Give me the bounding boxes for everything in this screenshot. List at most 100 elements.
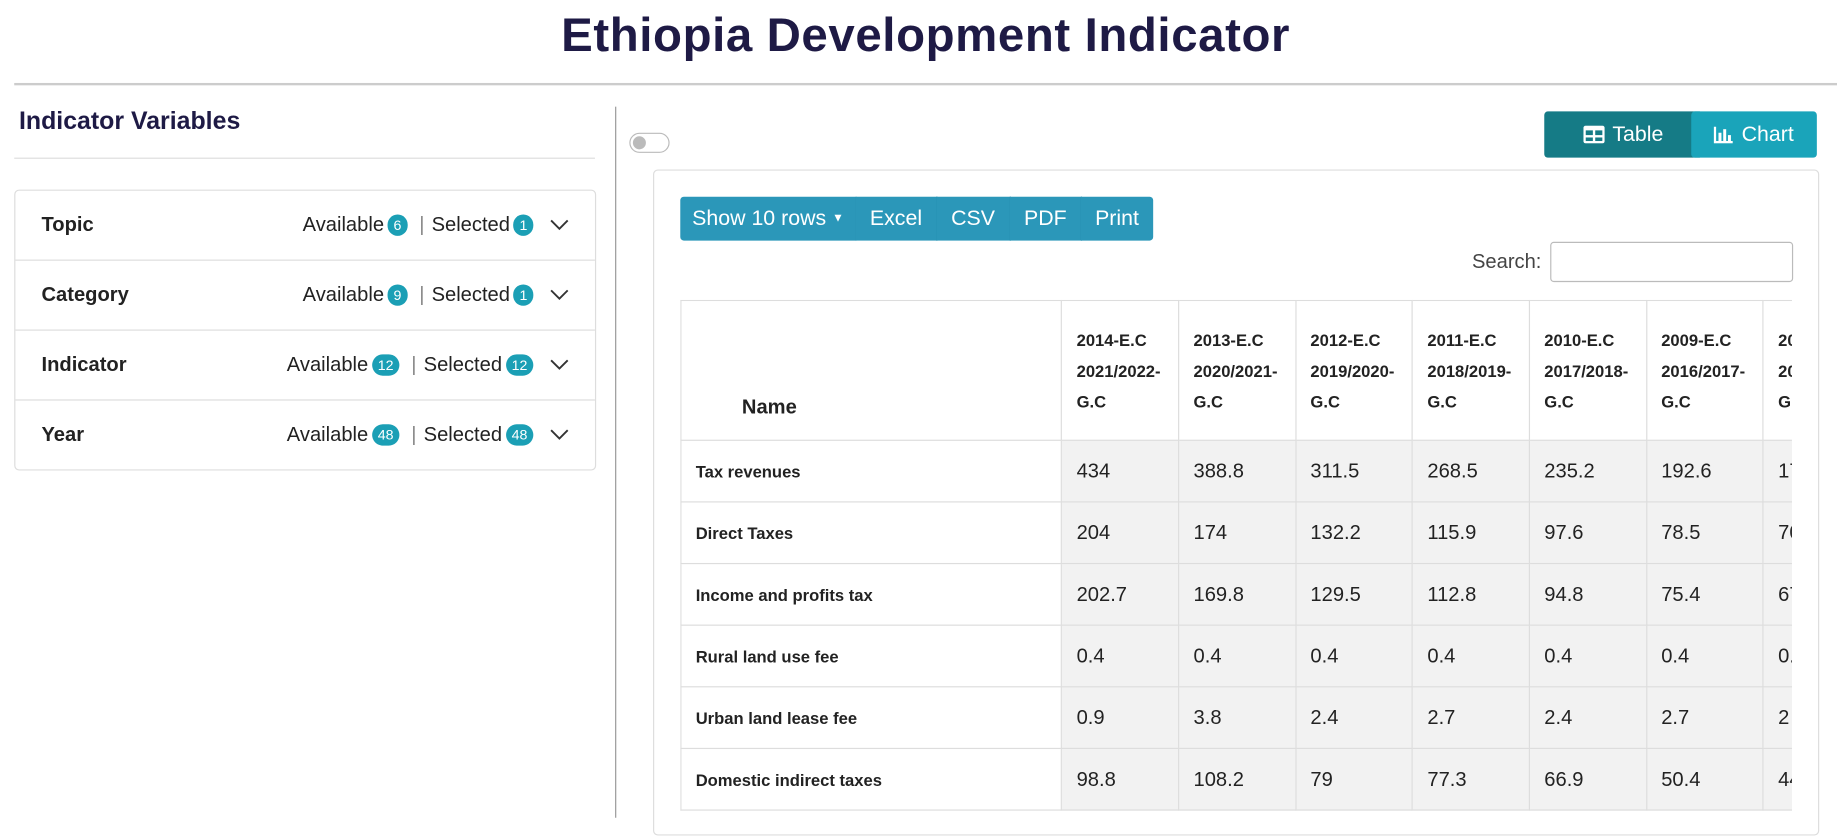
cell-value: 311.5 [1295,439,1414,503]
toolbar-button[interactable]: CSV [936,196,1011,241]
cell-value: 169.8 [1178,562,1297,626]
cell-value: 98.8 [1061,747,1180,811]
cell-value: 268.5 [1411,439,1531,503]
cell-value: 0.4 [1762,624,1792,688]
column-header[interactable]: Name [680,299,1063,441]
toolbar-button[interactable]: Print [1080,196,1154,241]
table-button[interactable]: Table [1544,111,1704,158]
cell-value: 3.8 [1178,686,1297,750]
cell-value: 434 [1061,439,1180,503]
filter-label: Category [41,283,129,306]
available-label: Available [302,283,385,306]
chart-button[interactable]: Chart [1691,111,1817,158]
caret: ▼ [832,212,844,226]
chevron[interactable] [550,429,569,441]
cell-value: 2.4 [1528,686,1647,750]
chevron[interactable] [550,359,569,371]
button-label: Show 10 rows [692,206,827,230]
toolbar-button[interactable]: Show 10 rows ▼ [680,196,857,241]
table-viewport: Name 2014-E.C 2021/2022-G.C 2013-E.C 2020/… [680,299,1792,821]
cell-value: 0.4 [1411,624,1531,688]
row-name: Rural land use fee [680,624,1063,688]
cell-value: 0.4 [1295,624,1414,688]
cell-value: 115.9 [1411,501,1531,565]
cell-value: 235.2 [1528,439,1647,503]
filter-label: Topic [41,213,94,236]
cell-value: 50.4 [1645,747,1764,811]
table-icon [1583,125,1606,144]
cell-value: 2 [1762,686,1792,750]
cell-value: 75.4 [1645,562,1764,626]
row-name: Urban land lease fee [680,686,1063,750]
selected-count: 1 [513,214,534,236]
column-header[interactable]: 2010-E.C 2017/2018-G.C [1528,299,1647,441]
filter-panel: Topic Available 6 | Selected 1 Category Availab… [14,189,597,471]
cell-value: 0.4 [1061,624,1180,688]
chevron[interactable] [550,219,569,231]
row-name: Tax revenues [680,439,1063,503]
cell-value: 204 [1061,501,1180,565]
button-label: Table [1612,122,1664,146]
cell-value: 174 [1178,501,1297,565]
cell-value: 2.4 [1295,686,1414,750]
page-title: Ethiopia Development Indicator [561,9,1291,62]
cell-value: 67.7 [1762,562,1792,626]
cell-value: 44.9 [1762,747,1792,811]
separator: | [411,423,417,446]
filter-row[interactable]: Category Available 9 | Selected 1 [15,261,595,331]
column-header[interactable]: 2013-E.C 2020/2021-G.C [1178,299,1297,441]
selected-label: Selected [423,423,503,446]
separator: | [419,283,425,306]
table-row: Income and profits tax 202.7 169.8 129.5 112… [680,562,1792,626]
separator: | [411,353,417,376]
divider [615,106,617,818]
column-header[interactable]: 2012-E.C 2019/2020-G.C [1295,299,1414,441]
filter-row[interactable]: Indicator Available 12 | Selected 12 [15,331,595,401]
available-count: 48 [371,424,400,446]
column-header[interactable]: 2009-E.C 2016/2017-G.C [1645,299,1764,441]
cell-value: 79 [1295,747,1414,811]
available-label: Available [286,353,369,376]
cell-value: 112.8 [1411,562,1531,626]
cell-value: 94.8 [1528,562,1647,626]
page: Ethiopia Development Indicator Indicator… [14,9,1837,836]
button-label: Chart [1741,122,1794,146]
row-name: Direct Taxes [680,501,1063,565]
toolbar-button[interactable]: Excel [855,196,938,241]
toolbar-button[interactable]: PDF [1009,196,1083,241]
column-header[interactable]: 2008-E.C 2015/2016-G.C [1762,299,1792,441]
row-name: Income and profits tax [680,562,1063,626]
separator: | [419,213,425,236]
column-header[interactable]: 2014-E.C 2021/2022-G.C [1061,299,1180,441]
cell-value: 70.1 [1762,501,1792,565]
search-input[interactable] [1550,241,1794,283]
toggle-switch[interactable] [629,132,670,153]
chart-icon [1714,126,1734,144]
sidebar-title: Indicator Variables [18,107,241,136]
available-count: 6 [387,214,408,236]
table-row: Tax revenues 434 388.8 311.5 268.5 235.2 192.6… [680,439,1792,503]
chevron[interactable] [550,289,569,301]
cell-value: 0.4 [1528,624,1647,688]
available-label: Available [302,213,385,236]
available-label: Available [286,423,369,446]
selected-count: 12 [505,354,534,376]
button-label: CSV [951,206,995,230]
cell-value: 0.4 [1645,624,1764,688]
cell-value: 175 [1762,439,1792,503]
divider [14,82,1837,86]
filter-row[interactable]: Year Available 48 | Selected 48 [15,401,595,470]
cell-value: 66.9 [1528,747,1647,811]
cell-value: 0.9 [1061,686,1180,750]
cell-value: 78.5 [1645,501,1764,565]
selected-label: Selected [431,213,510,236]
search-label: Search: [1471,250,1542,273]
filter-label: Indicator [41,353,127,376]
table-row: Domestic indirect taxes 98.8 108.2 79 77.3 66… [680,747,1792,811]
column-header[interactable]: 2011-E.C 2018/2019-G.C [1411,299,1531,441]
filter-row[interactable]: Topic Available 6 | Selected 1 [15,191,595,261]
cell-value: 0.4 [1178,624,1297,688]
cell-value: 2.7 [1411,686,1531,750]
